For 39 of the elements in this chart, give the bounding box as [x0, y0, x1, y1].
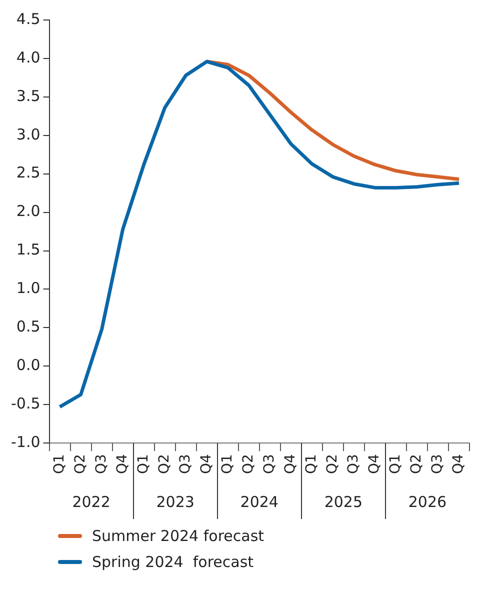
x-tick-label: Q4	[282, 454, 299, 474]
text: 2023	[156, 492, 194, 511]
x-tick-label: Q2	[240, 454, 257, 474]
y-tick-label: 1.0	[16, 279, 40, 298]
x-tick-label: Q4	[114, 454, 130, 474]
legend-label: Spring 2024 forecast	[92, 553, 254, 571]
x-tick-label: Q2	[324, 454, 341, 474]
x-tick-label: Q4	[198, 454, 214, 474]
x-tick-label: Q3	[177, 454, 194, 474]
x-tick-label: Q4	[366, 454, 383, 474]
x-tick-label: Q3	[262, 454, 278, 474]
x-tick-label: Q3	[346, 454, 362, 474]
text: 2025	[324, 492, 363, 511]
x-tick-label: Q2	[72, 454, 88, 474]
y-tick-label: 3.5	[16, 86, 40, 105]
x-tick-label: Q1	[51, 454, 68, 474]
y-tick-label: 3.0	[16, 125, 40, 144]
x-tick-label: Q1	[220, 454, 236, 474]
text: 2024	[240, 492, 278, 511]
legend-label: Summer 2024 forecast	[92, 527, 264, 545]
x-tick-label: Q1	[135, 454, 152, 474]
x-tick-label: Q2	[156, 454, 172, 474]
x-tick-label: Q3	[430, 454, 446, 474]
text: 2022	[72, 492, 110, 511]
x-tick-label: Q1	[304, 454, 320, 474]
y-tick-label: 0.5	[16, 318, 40, 336]
x-tick-label: Q1	[388, 454, 404, 474]
y-tick-label: 0.0	[16, 356, 40, 374]
x-tick-label: Q4	[450, 454, 467, 474]
y-tick-label: 1.5	[16, 240, 40, 259]
text: 2026	[408, 492, 447, 511]
y-tick-label: -0.5	[10, 394, 40, 413]
y-tick-label: 2.5	[16, 164, 40, 182]
y-tick-label: -1.0	[10, 432, 40, 451]
x-tick-label: Q2	[408, 454, 425, 474]
x-tick-label: Q3	[93, 454, 110, 474]
y-tick-label: 2.0	[16, 202, 40, 220]
y-tick-label: 4.5	[16, 10, 40, 28]
y-tick-label: 4.0	[16, 48, 40, 66]
